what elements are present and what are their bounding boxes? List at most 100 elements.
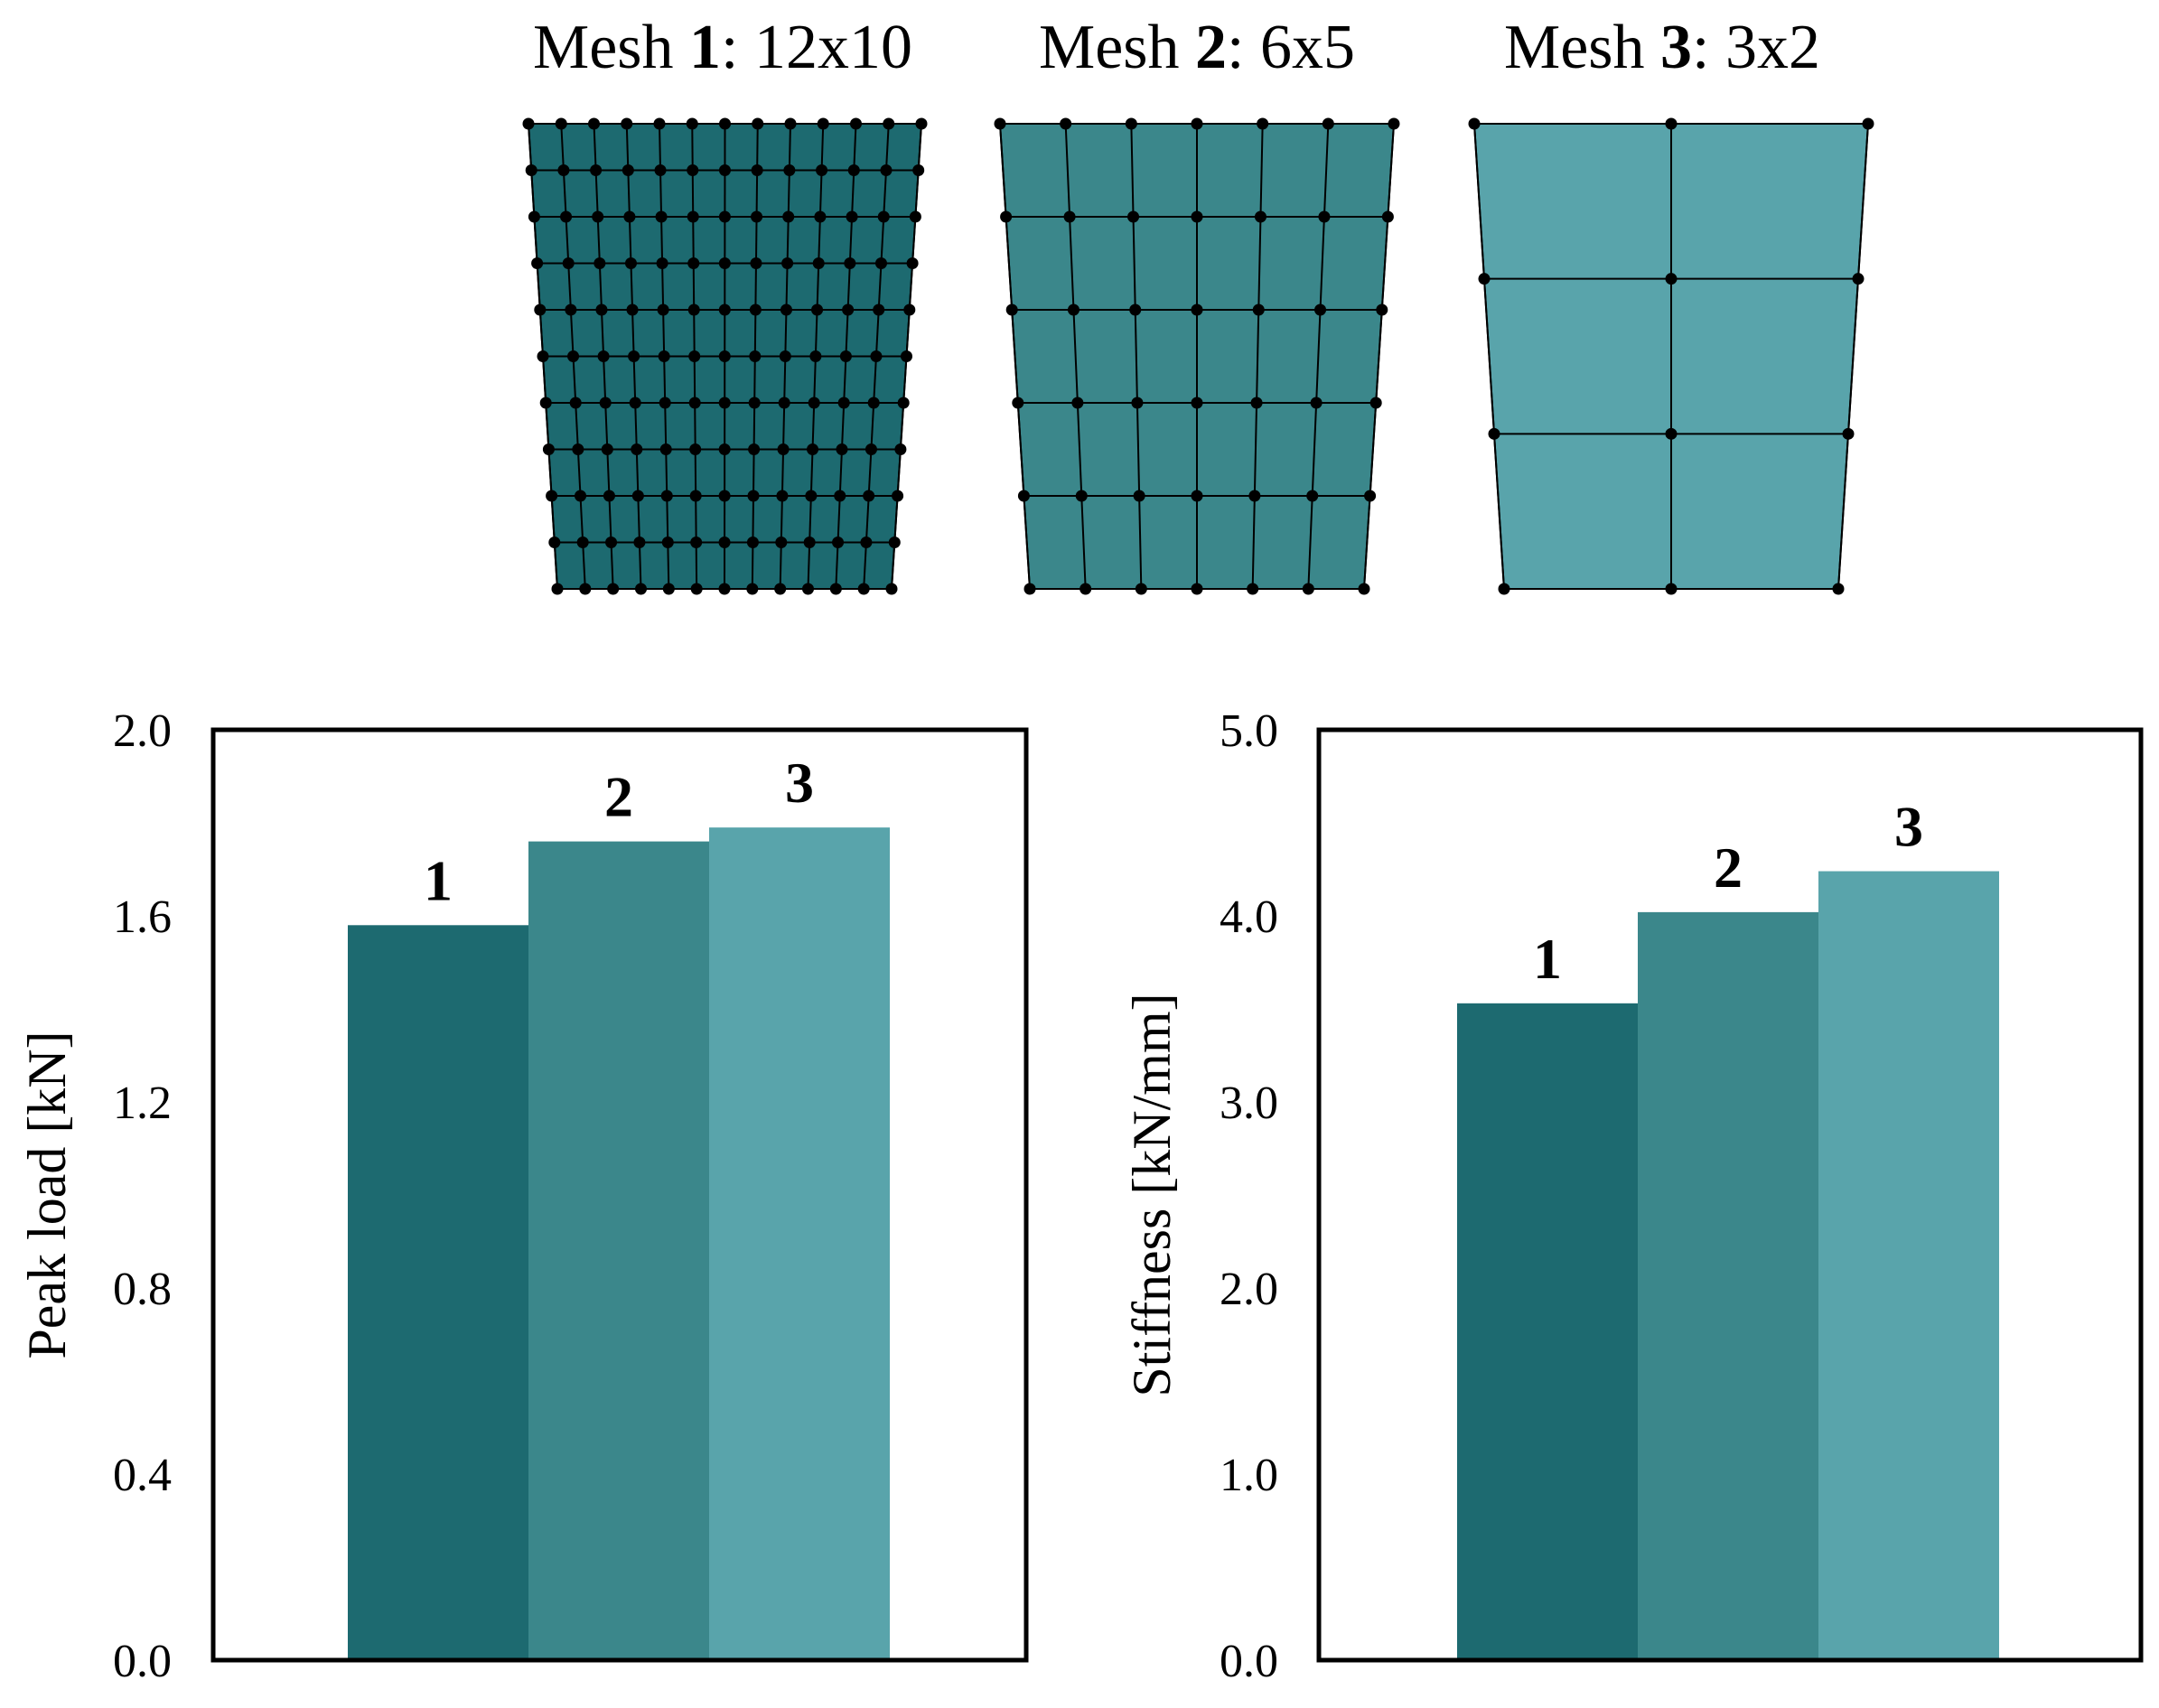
mesh-node — [569, 397, 582, 409]
mesh-node — [687, 257, 700, 269]
mesh-node — [812, 257, 825, 269]
mesh-node — [631, 443, 643, 455]
mesh-node — [628, 350, 640, 362]
mesh-node — [1665, 427, 1678, 440]
mesh-node — [1318, 210, 1331, 223]
mesh-node — [1665, 583, 1678, 595]
mesh-node — [631, 490, 644, 502]
mesh-node — [572, 443, 584, 455]
mesh-node — [903, 303, 916, 316]
bar-mesh-2 — [1638, 911, 1818, 1660]
peak-load-y-axis-label: Peak load [kN] — [17, 1031, 77, 1358]
peak-load-y-ticks: 0.0 0.4 0.8 1.2 1.6 2.0 — [113, 705, 172, 1687]
mesh-node — [548, 537, 561, 548]
mesh-node — [599, 397, 612, 409]
y-tick-label: 2.0 — [1220, 1264, 1278, 1315]
mesh-node — [894, 443, 907, 455]
mesh-node — [857, 583, 870, 595]
mesh-node — [1191, 397, 1203, 409]
mesh-node — [1842, 427, 1855, 440]
mesh-node — [718, 350, 731, 362]
mesh-node — [1133, 490, 1145, 502]
mesh-node — [592, 210, 604, 223]
mesh-node — [863, 490, 875, 502]
y-tick-label: 3.0 — [1220, 1078, 1278, 1129]
mesh-node — [782, 210, 795, 223]
mesh-node — [1129, 303, 1142, 316]
mesh-node — [653, 117, 666, 130]
mesh-node — [576, 537, 589, 548]
mesh-node — [661, 537, 674, 548]
mesh-node — [860, 537, 873, 548]
mesh-grid-line — [999, 123, 1031, 590]
mesh-node — [565, 303, 577, 316]
y-tick-label: 1.2 — [113, 1078, 172, 1129]
mesh-node — [850, 117, 862, 130]
mesh-node — [809, 350, 822, 362]
mesh-node — [749, 350, 762, 362]
mesh-node — [779, 350, 791, 362]
mesh-node — [778, 397, 790, 409]
mesh-node — [751, 164, 763, 176]
mesh-node — [1135, 583, 1147, 595]
mesh-node — [814, 210, 827, 223]
mesh-node — [659, 397, 671, 409]
mesh-node — [776, 490, 789, 502]
mesh-node — [1248, 490, 1261, 502]
mesh-node — [880, 164, 893, 176]
mesh-node — [1665, 117, 1678, 130]
mesh-node — [531, 257, 544, 269]
mesh-grid-line — [1130, 123, 1143, 590]
mesh-node — [1376, 303, 1388, 316]
y-tick-label: 0.4 — [113, 1450, 172, 1501]
mesh-node — [687, 303, 700, 316]
mesh-node — [660, 490, 673, 502]
y-tick-label: 0.0 — [113, 1636, 172, 1687]
mesh-node — [1191, 583, 1203, 595]
mesh-node — [1498, 583, 1510, 595]
mesh-2-title: Mesh 2: 6x5 — [1039, 13, 1355, 82]
mesh-node — [897, 397, 910, 409]
mesh-node — [590, 164, 603, 176]
mesh-node — [842, 303, 855, 316]
bar-mesh-1 — [348, 925, 528, 1660]
mesh-node — [748, 397, 761, 409]
stiffness-chart: 0.0 1.0 2.0 3.0 4.0 5.0 1 2 3 Stiffness [kN/mm] — [1122, 705, 2144, 1687]
mesh-node — [1665, 273, 1678, 285]
stiffness-y-ticks: 0.0 1.0 2.0 3.0 4.0 5.0 — [1220, 705, 1278, 1687]
mesh-node — [781, 257, 794, 269]
mesh-node — [1369, 397, 1382, 409]
mesh-node — [555, 117, 567, 130]
mesh-node — [1364, 490, 1377, 502]
mesh-node — [1488, 427, 1500, 440]
mesh-node — [562, 257, 575, 269]
mesh-node — [635, 583, 647, 595]
mesh-node — [994, 117, 1006, 130]
mesh-node — [601, 443, 613, 455]
mesh-node — [605, 537, 618, 548]
bar-label-mesh-1: 1 — [424, 848, 453, 912]
mesh-node — [749, 303, 762, 316]
mesh-node — [802, 583, 814, 595]
mesh-node — [588, 117, 600, 130]
mesh-node — [597, 350, 610, 362]
mesh-node — [1314, 303, 1327, 316]
mesh-node — [622, 164, 634, 176]
peak-load-bars — [348, 827, 890, 1660]
mesh-node — [718, 164, 731, 176]
mesh-node — [873, 303, 885, 316]
mesh-node — [847, 164, 860, 176]
mesh-node — [624, 257, 637, 269]
bar-mesh-3 — [709, 827, 890, 1660]
y-tick-label: 5.0 — [1220, 705, 1278, 757]
bar-label-mesh-3: 3 — [1894, 795, 1923, 859]
mesh-node — [915, 117, 928, 130]
stiffness-bar-labels: 1 2 3 — [1533, 795, 1923, 991]
mesh-node — [834, 490, 846, 502]
mesh-3-diagram — [1468, 117, 1874, 595]
mesh-node — [689, 490, 702, 502]
mesh-node — [1310, 397, 1323, 409]
mesh-node — [1191, 210, 1203, 223]
mesh-node — [1075, 490, 1088, 502]
